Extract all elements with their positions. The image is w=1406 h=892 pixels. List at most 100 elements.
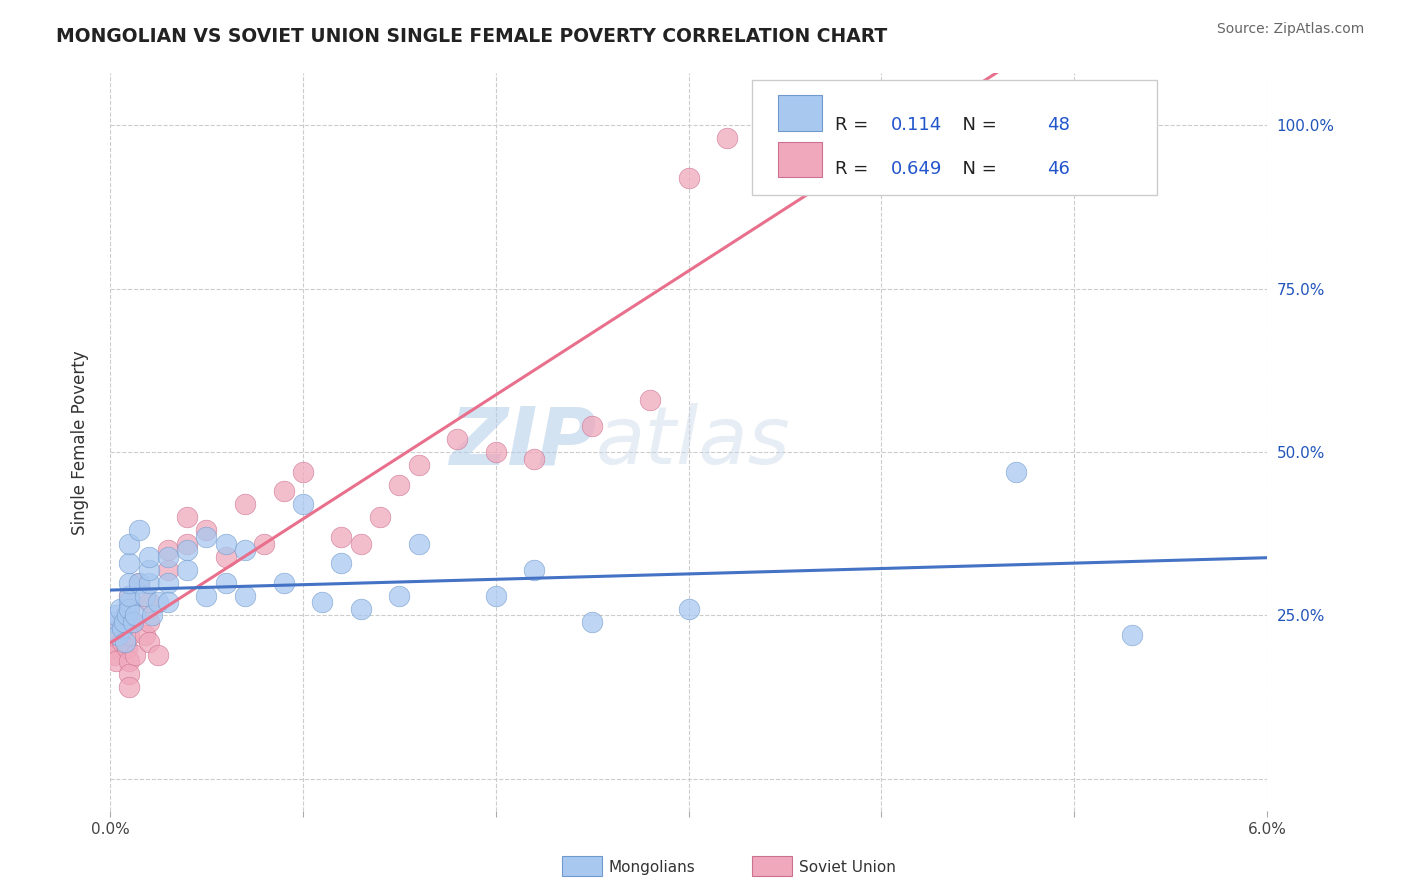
Point [716, 131, 738, 145]
Point [156, 563, 179, 577]
Text: 46: 46 [1047, 161, 1070, 178]
Point [156, 549, 179, 564]
Point [103, 648, 125, 662]
Point [176, 510, 198, 524]
Point [215, 549, 238, 564]
Point [233, 543, 256, 558]
Point [523, 451, 546, 466]
Text: 0.649: 0.649 [891, 161, 942, 178]
Point [233, 497, 256, 511]
Point [108, 602, 131, 616]
Text: R =: R = [835, 161, 875, 178]
Point [108, 615, 131, 629]
Text: ZIP: ZIP [449, 403, 596, 481]
Point [118, 602, 141, 616]
Point [118, 680, 141, 694]
Point [233, 589, 256, 603]
Point [638, 392, 661, 407]
Point [134, 628, 156, 642]
Point [273, 484, 295, 499]
Point [330, 556, 353, 570]
Point [138, 549, 160, 564]
Point [118, 556, 141, 570]
Point [350, 602, 373, 616]
FancyBboxPatch shape [778, 95, 821, 130]
Text: Source: ZipAtlas.com: Source: ZipAtlas.com [1216, 22, 1364, 37]
Point [118, 575, 141, 590]
Point [388, 589, 411, 603]
Point [101, 641, 124, 656]
Y-axis label: Single Female Poverty: Single Female Poverty [72, 350, 89, 534]
Point [122, 615, 145, 629]
Text: Mongolians: Mongolians [609, 860, 696, 874]
Point [755, 125, 778, 139]
Point [215, 575, 238, 590]
Point [138, 634, 160, 648]
Point [195, 530, 218, 544]
Text: MONGOLIAN VS SOVIET UNION SINGLE FEMALE POVERTY CORRELATION CHART: MONGOLIAN VS SOVIET UNION SINGLE FEMALE … [56, 27, 887, 45]
Point [118, 595, 141, 609]
Point [107, 628, 129, 642]
Text: R =: R = [835, 116, 875, 134]
Point [485, 445, 508, 459]
Point [291, 497, 314, 511]
Point [138, 615, 160, 629]
Point [118, 654, 141, 668]
Text: N =: N = [952, 161, 1002, 178]
Point [118, 536, 141, 550]
Point [1005, 465, 1028, 479]
Point [408, 536, 430, 550]
Point [104, 654, 127, 668]
Point [273, 575, 295, 590]
Point [148, 595, 170, 609]
Point [156, 575, 179, 590]
Point [176, 543, 198, 558]
Point [311, 595, 333, 609]
Point [118, 589, 141, 603]
Point [350, 536, 373, 550]
Point [128, 575, 150, 590]
Point [138, 595, 160, 609]
FancyBboxPatch shape [752, 80, 1157, 194]
Text: atlas: atlas [596, 403, 790, 481]
Point [128, 575, 150, 590]
Point [104, 608, 127, 623]
Point [678, 170, 700, 185]
Point [134, 589, 156, 603]
Point [111, 634, 134, 648]
Point [156, 543, 179, 558]
Point [124, 608, 146, 623]
Point [118, 602, 141, 616]
FancyBboxPatch shape [778, 142, 821, 178]
Point [107, 628, 129, 642]
Text: 48: 48 [1047, 116, 1070, 134]
Point [117, 608, 139, 623]
Point [114, 634, 136, 648]
Point [176, 563, 198, 577]
Point [103, 615, 125, 629]
Point [112, 615, 135, 629]
Point [138, 575, 160, 590]
Point [581, 615, 603, 629]
Point [485, 589, 508, 603]
Point [368, 510, 391, 524]
Point [446, 432, 468, 446]
Point [138, 563, 160, 577]
Point [195, 589, 218, 603]
Text: 0.114: 0.114 [891, 116, 942, 134]
Point [124, 648, 146, 662]
Point [523, 563, 546, 577]
Point [122, 615, 145, 629]
Point [388, 477, 411, 491]
Point [253, 536, 276, 550]
Point [111, 622, 134, 636]
Point [114, 608, 136, 623]
Point [118, 667, 141, 681]
Point [176, 536, 198, 550]
Text: Soviet Union: Soviet Union [799, 860, 896, 874]
Point [128, 524, 150, 538]
Point [291, 465, 314, 479]
Point [678, 602, 700, 616]
Point [195, 524, 218, 538]
Point [148, 648, 170, 662]
